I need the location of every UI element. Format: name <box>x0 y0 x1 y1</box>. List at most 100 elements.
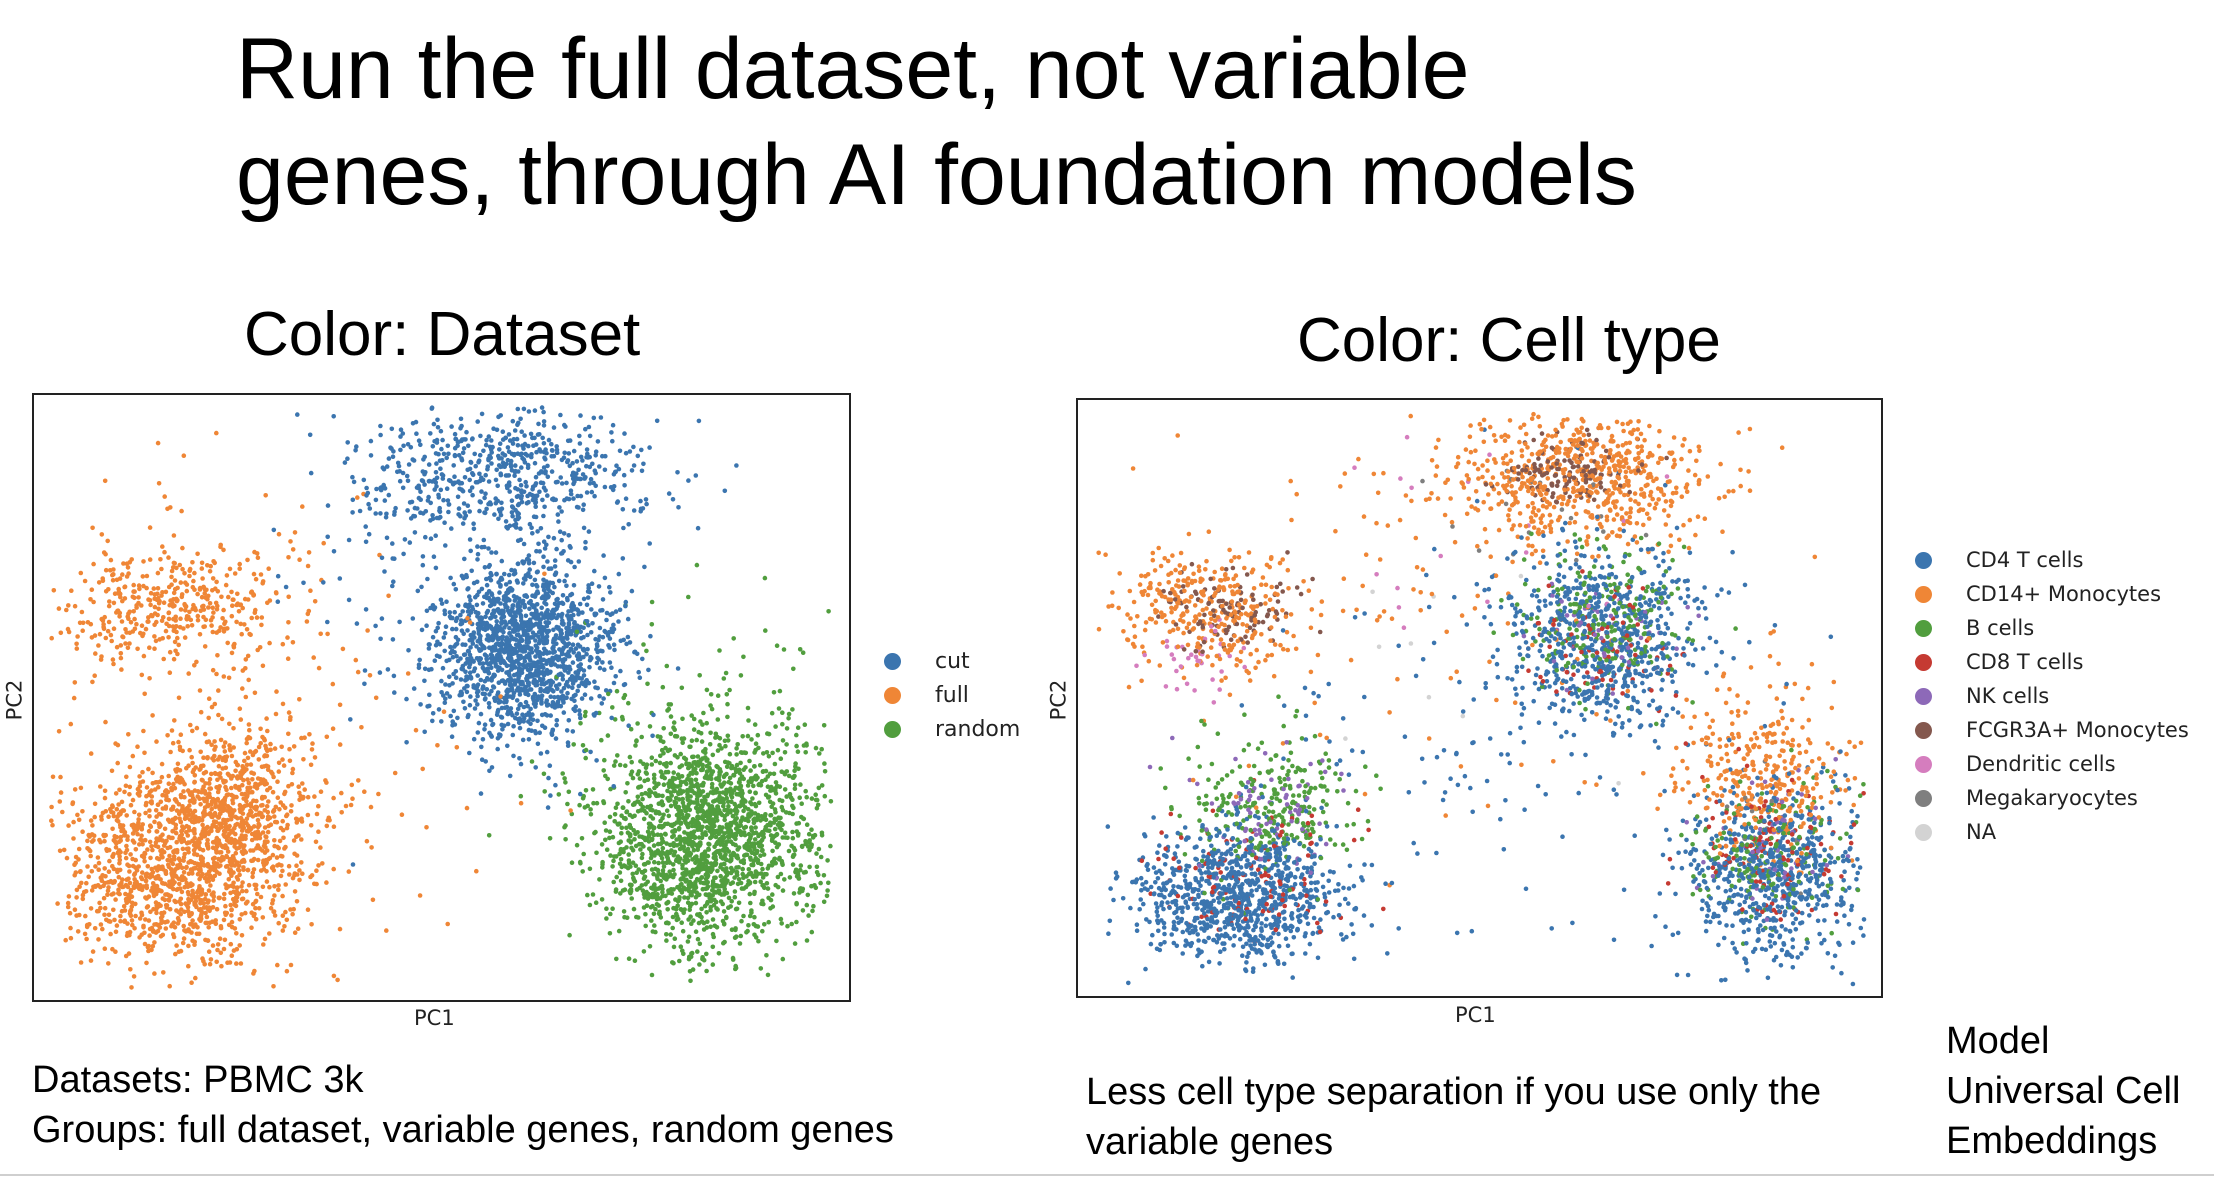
data-point <box>475 544 480 549</box>
data-point <box>365 628 370 633</box>
data-point <box>677 783 683 788</box>
data-point <box>674 820 679 825</box>
data-point <box>782 877 787 882</box>
data-point <box>649 599 655 605</box>
data-point <box>814 864 820 870</box>
data-point <box>123 855 129 861</box>
data-point <box>749 737 754 742</box>
data-point <box>346 869 352 874</box>
data-point <box>704 687 710 693</box>
data-point <box>670 925 675 931</box>
data-point <box>214 906 220 912</box>
data-point <box>626 852 631 857</box>
data-point <box>92 801 98 807</box>
data-point <box>648 849 654 854</box>
data-point <box>629 896 634 901</box>
data-point <box>471 526 477 532</box>
data-point <box>83 913 88 919</box>
data-point <box>687 969 693 974</box>
data-point <box>238 961 244 966</box>
data-point <box>618 878 624 884</box>
data-point <box>172 718 177 723</box>
data-point <box>533 504 538 509</box>
data-point <box>89 869 95 874</box>
data-point <box>667 869 672 874</box>
data-point <box>604 906 609 911</box>
data-point <box>637 675 643 680</box>
data-point <box>470 492 475 498</box>
data-point <box>766 731 772 737</box>
data-point <box>280 757 285 762</box>
data-point <box>464 683 470 689</box>
data-point <box>526 727 532 733</box>
data-point <box>384 928 389 933</box>
data-point <box>426 646 432 651</box>
data-point <box>76 817 82 823</box>
data-point <box>458 677 464 682</box>
data-point <box>568 488 574 493</box>
data-point <box>559 689 564 694</box>
data-point <box>297 790 302 796</box>
data-point <box>577 859 583 865</box>
data-point <box>96 580 102 585</box>
data-point <box>803 750 808 755</box>
data-point <box>112 917 117 923</box>
data-point <box>524 676 530 682</box>
data-point <box>576 467 581 473</box>
data-point <box>187 747 192 753</box>
data-point <box>79 609 85 615</box>
data-point <box>205 846 211 851</box>
data-point <box>548 713 553 718</box>
data-point <box>612 717 618 722</box>
data-point <box>199 566 205 571</box>
data-point <box>222 740 228 745</box>
data-point <box>368 804 374 810</box>
data-point <box>107 858 112 864</box>
data-point <box>610 611 615 616</box>
data-point <box>291 906 297 912</box>
data-point <box>454 745 460 750</box>
data-point <box>757 763 763 768</box>
data-point <box>50 822 55 828</box>
data-point <box>494 467 500 473</box>
data-point <box>519 465 524 470</box>
data-point <box>816 785 822 791</box>
data-point <box>270 789 276 795</box>
data-point <box>734 804 739 810</box>
data-point <box>597 464 602 469</box>
data-point <box>307 432 313 438</box>
data-point <box>102 795 108 801</box>
data-point <box>716 951 722 956</box>
data-point <box>97 631 103 637</box>
data-point <box>562 776 567 781</box>
data-point <box>607 814 613 820</box>
data-point <box>276 887 281 893</box>
data-point <box>699 798 705 804</box>
data-point <box>585 595 591 600</box>
data-point <box>624 915 630 920</box>
data-point <box>410 421 416 426</box>
data-point <box>305 812 311 818</box>
data-point <box>780 956 786 962</box>
data-point <box>119 667 124 672</box>
data-point <box>489 734 495 739</box>
data-point <box>541 419 547 424</box>
data-point <box>91 561 96 567</box>
data-point <box>223 784 228 790</box>
data-point <box>792 782 798 788</box>
data-point <box>61 847 67 853</box>
data-point <box>414 431 419 436</box>
data-point <box>569 811 575 817</box>
data-point <box>426 642 432 647</box>
data-point <box>348 802 354 808</box>
data-point <box>93 651 98 656</box>
data-point <box>379 616 385 621</box>
data-point <box>139 672 145 678</box>
data-point <box>199 594 205 600</box>
data-point <box>635 721 640 726</box>
data-point <box>592 679 597 684</box>
data-point <box>695 809 701 815</box>
data-point <box>187 609 192 615</box>
data-point <box>467 620 473 625</box>
data-point <box>621 525 626 531</box>
